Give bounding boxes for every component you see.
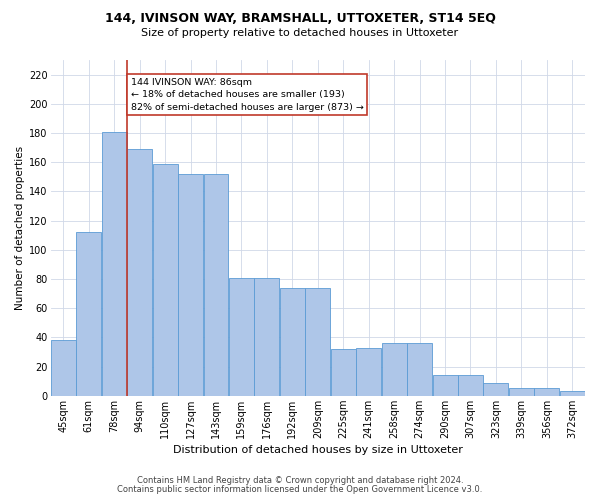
Bar [254, 278, 280, 396]
Bar [484, 382, 508, 396]
X-axis label: Distribution of detached houses by size in Uttoxeter: Distribution of detached houses by size … [173, 445, 463, 455]
Bar [229, 278, 254, 396]
Bar [535, 388, 559, 396]
Bar [102, 132, 127, 396]
Bar [509, 388, 534, 396]
Bar [458, 376, 483, 396]
Bar [560, 392, 585, 396]
Bar [331, 349, 356, 396]
Bar [280, 288, 305, 396]
Bar [127, 149, 152, 396]
Bar [356, 348, 381, 396]
Y-axis label: Number of detached properties: Number of detached properties [15, 146, 25, 310]
Bar [407, 343, 432, 396]
Bar [433, 376, 458, 396]
Bar [382, 343, 407, 396]
Text: 144 IVINSON WAY: 86sqm
← 18% of detached houses are smaller (193)
82% of semi-de: 144 IVINSON WAY: 86sqm ← 18% of detached… [131, 78, 364, 112]
Bar [305, 288, 330, 396]
Bar [203, 174, 229, 396]
Text: Contains public sector information licensed under the Open Government Licence v3: Contains public sector information licen… [118, 485, 482, 494]
Bar [178, 174, 203, 396]
Bar [76, 232, 101, 396]
Text: Contains HM Land Registry data © Crown copyright and database right 2024.: Contains HM Land Registry data © Crown c… [137, 476, 463, 485]
Bar [152, 164, 178, 396]
Bar [51, 340, 76, 396]
Text: Size of property relative to detached houses in Uttoxeter: Size of property relative to detached ho… [142, 28, 458, 38]
Text: 144, IVINSON WAY, BRAMSHALL, UTTOXETER, ST14 5EQ: 144, IVINSON WAY, BRAMSHALL, UTTOXETER, … [104, 12, 496, 26]
